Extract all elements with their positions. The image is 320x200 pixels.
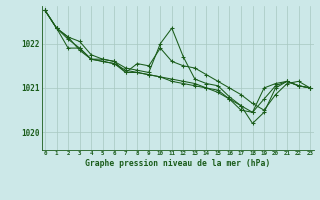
X-axis label: Graphe pression niveau de la mer (hPa): Graphe pression niveau de la mer (hPa) — [85, 159, 270, 168]
